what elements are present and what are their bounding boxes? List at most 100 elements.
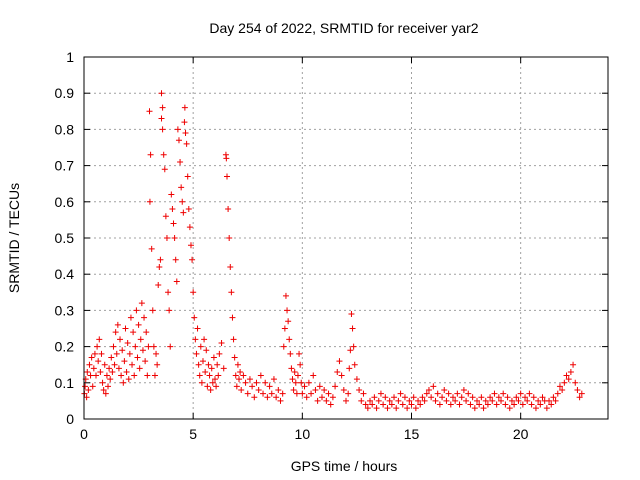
data-point xyxy=(171,235,178,241)
data-point xyxy=(109,368,116,375)
data-point xyxy=(373,405,380,412)
data-point xyxy=(106,365,113,372)
data-point xyxy=(198,379,205,386)
data-point xyxy=(95,358,102,365)
data-point xyxy=(399,401,406,408)
data-point xyxy=(115,365,122,372)
data-point xyxy=(132,343,139,350)
data-point xyxy=(184,173,191,180)
data-point xyxy=(478,394,485,401)
data-point xyxy=(119,347,126,354)
data-point xyxy=(316,383,323,390)
data-point xyxy=(371,394,378,401)
data-point xyxy=(141,314,148,321)
data-point xyxy=(318,394,325,401)
axis-ticks: 00.10.20.30.40.50.60.70.80.910 5 10 15 20 xyxy=(55,49,608,442)
y-tick-label: 0.1 xyxy=(55,375,75,391)
data-point xyxy=(572,379,579,386)
data-point xyxy=(180,209,187,216)
data-point xyxy=(255,387,262,394)
data-point xyxy=(124,339,131,346)
data-point xyxy=(206,372,213,379)
data-point xyxy=(443,397,450,404)
data-point xyxy=(175,137,182,144)
data-point xyxy=(84,368,91,375)
data-point xyxy=(117,336,124,343)
data-point xyxy=(460,387,467,394)
data-point xyxy=(223,155,230,162)
data-point xyxy=(401,394,408,401)
data-point xyxy=(110,343,117,350)
data-point xyxy=(404,405,411,412)
data-point xyxy=(576,394,583,401)
data-point xyxy=(155,282,162,289)
data-point xyxy=(280,343,287,350)
data-point xyxy=(421,397,428,404)
data-point xyxy=(297,361,304,368)
data-point xyxy=(567,368,574,375)
data-point xyxy=(321,387,328,394)
x-tick-label: 20 xyxy=(513,426,529,442)
data-point xyxy=(434,390,441,397)
y-tick-label: 0.3 xyxy=(55,302,75,318)
data-point xyxy=(559,387,566,394)
data-point xyxy=(236,376,243,383)
data-point xyxy=(282,292,289,299)
data-point xyxy=(358,397,365,404)
data-point xyxy=(131,372,138,379)
data-point xyxy=(177,158,184,165)
data-point xyxy=(238,387,245,394)
data-point xyxy=(91,350,98,357)
data-point xyxy=(113,350,120,357)
data-point xyxy=(158,90,165,97)
data-point xyxy=(345,390,352,397)
data-point xyxy=(423,390,430,397)
data-point xyxy=(179,198,186,205)
data-point xyxy=(386,397,393,404)
data-point xyxy=(484,401,491,408)
data-point xyxy=(205,361,212,368)
data-point xyxy=(189,256,196,263)
data-point xyxy=(260,390,267,397)
data-point xyxy=(482,397,489,404)
data-point xyxy=(524,397,531,404)
data-point xyxy=(356,387,363,394)
data-point xyxy=(149,307,156,314)
data-point xyxy=(447,401,454,408)
data-point xyxy=(129,361,136,368)
data-point xyxy=(554,390,561,397)
data-point xyxy=(111,361,118,368)
y-tick-label: 1 xyxy=(66,49,74,65)
data-point xyxy=(289,376,296,383)
data-point xyxy=(107,376,114,383)
data-point xyxy=(539,394,546,401)
data-point xyxy=(157,256,164,263)
data-point xyxy=(291,368,298,375)
data-point xyxy=(163,235,170,241)
data-point xyxy=(391,394,398,401)
x-tick-label: 15 xyxy=(404,426,420,442)
data-point xyxy=(195,361,202,368)
data-point xyxy=(253,379,260,386)
data-point xyxy=(257,372,264,379)
data-point xyxy=(515,397,522,404)
data-point xyxy=(500,390,507,397)
x-tick-label: 5 xyxy=(189,426,197,442)
data-point xyxy=(395,397,402,404)
data-point xyxy=(412,405,419,412)
data-point xyxy=(178,184,185,191)
data-point xyxy=(136,365,143,372)
data-point xyxy=(436,401,443,408)
data-point xyxy=(530,394,537,401)
data-point xyxy=(158,115,165,122)
data-point xyxy=(310,372,317,379)
data-point xyxy=(100,387,107,394)
data-point xyxy=(169,206,176,213)
data-point xyxy=(346,365,353,372)
data-point xyxy=(244,390,251,397)
data-point xyxy=(227,263,234,270)
data-point xyxy=(281,325,288,332)
data-point xyxy=(504,394,511,401)
data-point xyxy=(299,390,306,397)
data-point xyxy=(130,329,137,336)
